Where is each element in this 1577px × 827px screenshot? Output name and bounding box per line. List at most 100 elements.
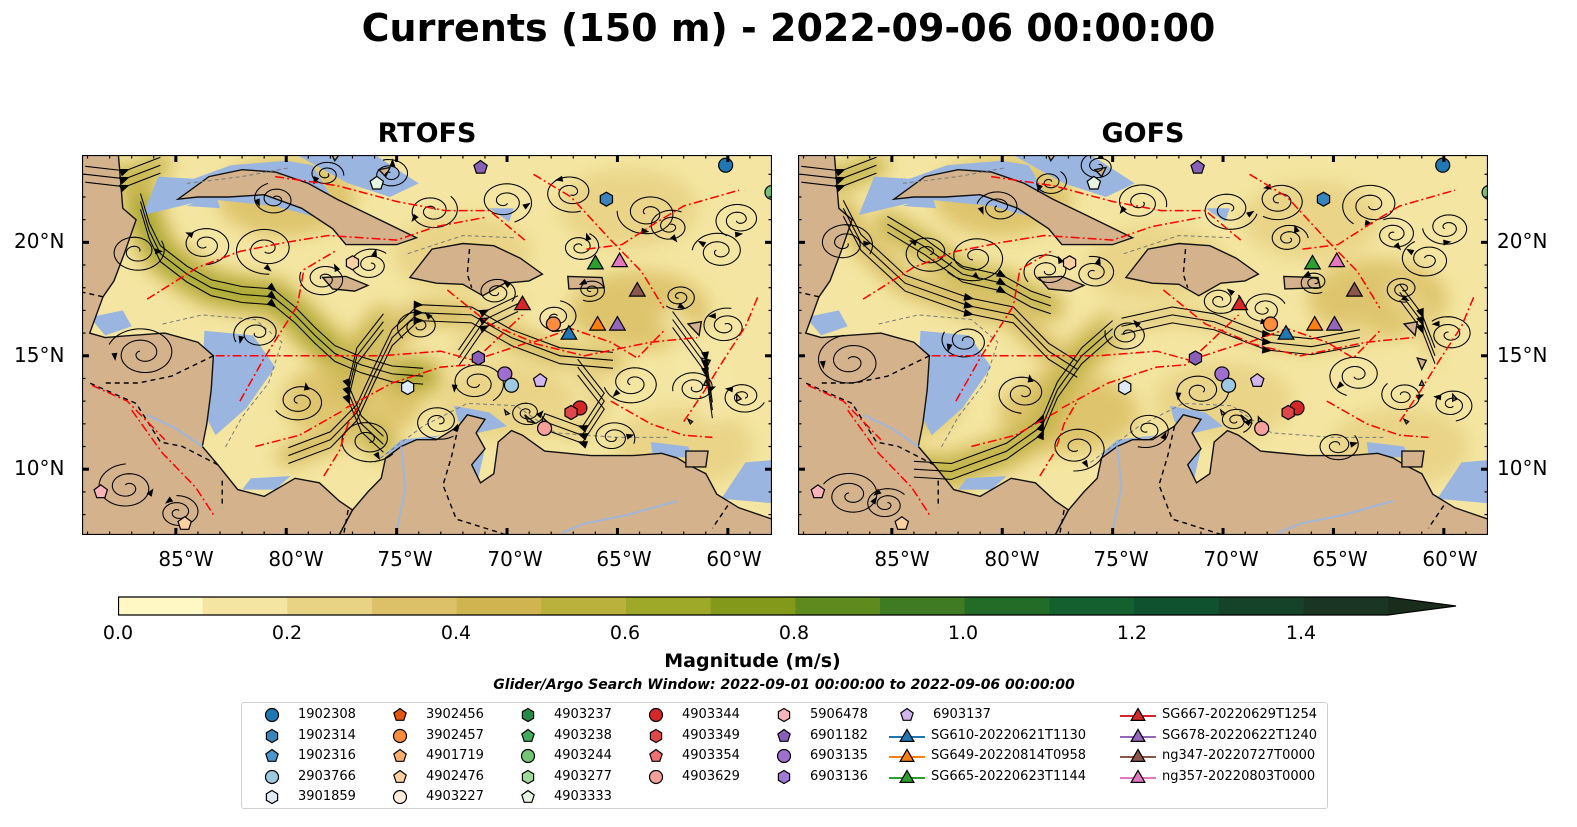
streamline-transport [1121, 322, 1360, 356]
colorbar-segment [202, 597, 288, 615]
colorbar-tick-7: 1.4 [1285, 622, 1317, 644]
lon-label-60w-right: 60°W [1422, 547, 1478, 571]
platform-marker [564, 404, 578, 421]
colorbar-label: Magnitude (m/s) [664, 650, 841, 672]
lat-label-10n-right: 10°N [1497, 456, 1548, 480]
pentagon-marker-icon [900, 707, 914, 721]
land [331, 155, 340, 163]
hexagon-marker-icon [777, 707, 791, 723]
streamline-arrow [1036, 429, 1044, 441]
streamline-arrow [612, 389, 621, 398]
eez-boundary [955, 250, 1052, 402]
circle-marker-icon [392, 789, 408, 805]
land [685, 450, 709, 468]
search-window-caption: Glider/Argo Search Window: 2022-09-01 00… [493, 677, 1075, 693]
streamline-eddy [1261, 184, 1303, 221]
legend-item-label: 3902456 [426, 707, 484, 722]
streamline-eddy [905, 237, 953, 272]
streamline-arrow [1036, 421, 1044, 433]
pentagon-marker-icon [649, 748, 663, 762]
streamline-eddy [1078, 255, 1115, 287]
land [736, 392, 743, 403]
legend-item-label: 3901859 [298, 789, 356, 804]
streamline-arrow [701, 351, 709, 362]
streamline-eddy [703, 307, 743, 342]
colorbar-tick-5: 1.0 [947, 622, 979, 644]
legend-item-label: ng347-20220727T0000 [1162, 748, 1316, 763]
streamline-eddy [672, 372, 713, 400]
platform-marker [1303, 254, 1322, 270]
circle-marker-icon [264, 707, 280, 723]
map-panel-rtofs[interactable] [82, 155, 772, 535]
land [1416, 356, 1428, 372]
pentagon-marker-icon [265, 748, 279, 762]
platform-marker [1281, 404, 1295, 421]
lon-label-85w-left: 85°W [158, 547, 214, 571]
streamline-arrow [734, 231, 744, 238]
streamline-arrow [451, 384, 458, 393]
streamline-arrow [585, 232, 592, 242]
streamline-eddy [1381, 383, 1421, 411]
legend: 1902308 1902314 1902316 2903766 3901859 39024… [241, 702, 1328, 809]
legend-item-label: 4903244 [554, 748, 612, 763]
streamline-arrow [478, 317, 490, 326]
platform-marker [560, 324, 578, 340]
lon-label-75w-left: 75°W [377, 547, 433, 571]
lon-label-85w-right: 85°W [874, 547, 930, 571]
eez-boundary [1326, 400, 1429, 439]
streamline-eddy [724, 384, 765, 413]
streamline-eddy [311, 161, 345, 184]
eez-boundary [683, 294, 760, 423]
shallow-water [1012, 155, 1135, 197]
circle-marker-icon [392, 789, 408, 805]
streamline-transport [288, 312, 614, 457]
streamline-arrow [1261, 329, 1273, 338]
streamline-arrow [1246, 210, 1255, 218]
streamline-arrow [1037, 184, 1043, 193]
streamline-arrow [677, 302, 686, 309]
triangle-marker-icon [1130, 707, 1146, 721]
legend-item-label: 4902476 [426, 768, 484, 784]
hexagon-marker-icon [265, 789, 279, 805]
legend-item-label: 3902457 [426, 727, 484, 743]
eez-boundary [1302, 189, 1456, 250]
pentagon-marker-icon [265, 748, 279, 762]
streamline-arrow [1057, 255, 1064, 265]
colorbar-segment [1303, 597, 1389, 615]
circle-marker-icon [520, 748, 536, 764]
colorbar-gradient [117, 596, 1457, 616]
map-panel-gofs[interactable] [798, 155, 1488, 535]
streamline-arrow [577, 433, 589, 441]
streamline-arrow [995, 277, 1007, 286]
streamline-arrow [1336, 381, 1345, 390]
streamline-eddy [595, 422, 636, 450]
hexagon-marker-icon [521, 769, 535, 784]
legend-item-label: 4903227 [426, 789, 484, 804]
platform-marker [599, 191, 614, 207]
triangle-marker-icon [1130, 727, 1146, 742]
streamline-arrow [1294, 224, 1300, 234]
land [686, 417, 694, 425]
streamline-eddy [1118, 184, 1168, 217]
streamline-arrow [303, 382, 310, 391]
streamline-eddy [254, 182, 292, 214]
platform-marker [1220, 377, 1237, 393]
streamline-arrow [1261, 345, 1273, 354]
legend-item-label: 1902308 [298, 707, 356, 722]
lat-label-20n-right: 20°N [1497, 229, 1548, 253]
streamline-arrow [963, 308, 975, 317]
streamline-eddy [564, 233, 600, 260]
streamline-arrow [669, 234, 678, 243]
colorbar-tick-2: 0.4 [440, 622, 472, 644]
legend-item-label: 4903344 [682, 707, 740, 722]
hexagon-marker-icon [649, 728, 663, 743]
circle-marker-icon [776, 748, 792, 764]
streamline-arrow [554, 175, 564, 182]
streamline-arrow [254, 198, 260, 207]
land [1402, 417, 1410, 425]
eez-boundary [610, 400, 713, 439]
lon-label-80w-right: 80°W [984, 547, 1040, 571]
platform-marker [764, 184, 772, 201]
platform-marker [1277, 324, 1295, 340]
streamline-eddy [275, 386, 323, 421]
